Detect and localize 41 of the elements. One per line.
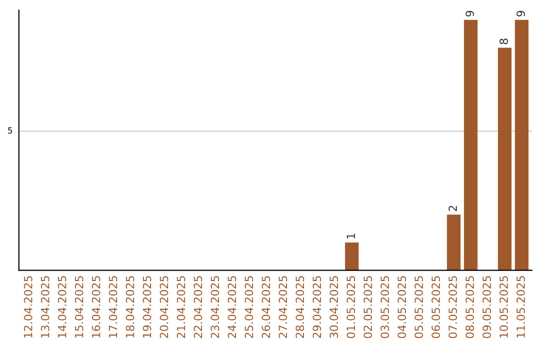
x-tick-label: 24.04.2025 (228, 276, 236, 338)
x-tick-label: 25.04.2025 (244, 276, 254, 338)
x-tick-label: 09.05.2025 (482, 276, 491, 338)
x-tick-label: 12.04.2025 (24, 276, 32, 338)
data-label: 9 (466, 10, 474, 16)
bar (345, 242, 359, 270)
x-tick-label: 27.04.2025 (278, 276, 288, 338)
data-label: 9 (516, 10, 525, 16)
x-tick-label: 19.04.2025 (142, 276, 152, 338)
x-tick-label: 08.05.2025 (466, 276, 474, 338)
x-tick-label: 10.05.2025 (500, 276, 508, 338)
x-tick-label: 05.05.2025 (414, 276, 424, 338)
x-tick-label: 02.05.2025 (364, 276, 372, 338)
bar (514, 20, 529, 270)
x-tick-label: 30.04.2025 (330, 276, 338, 338)
x-tick-label: 01.05.2025 (346, 276, 356, 338)
data-label: 8 (500, 38, 508, 44)
x-tick-label: 18.04.2025 (126, 276, 134, 338)
x-tick-label: 13.04.2025 (40, 276, 50, 338)
x-tick-label: 22.04.2025 (194, 276, 202, 338)
x-tick-label: 06.05.2025 (432, 276, 440, 338)
data-label: 1 (346, 234, 355, 238)
x-tick-label: 11.05.2025 (516, 276, 525, 338)
x-tick-label: 26.04.2025 (262, 276, 270, 338)
x-tick-label: 04.05.2025 (398, 276, 406, 338)
x-tick-label: 20.04.2025 (160, 276, 168, 338)
x-tick-label: 28.04.2025 (296, 276, 304, 338)
x-tick-label: 21.04.2025 (176, 276, 186, 338)
x-tick-label: 17.04.2025 (108, 276, 118, 338)
data-label: 2 (448, 206, 457, 212)
x-tick-label: 03.05.2025 (380, 276, 390, 338)
x-tick-label: 14.04.2025 (58, 276, 66, 338)
bar (446, 214, 461, 270)
x-tick-label: 23.04.2025 (210, 276, 220, 338)
bar (498, 48, 512, 270)
x-tick-label: 16.04.2025 (92, 276, 100, 338)
ref-line-label: 5 (8, 127, 12, 134)
bar (464, 20, 478, 270)
x-tick-label: 29.04.2025 (312, 276, 322, 338)
x-tick-label: 07.05.2025 (448, 276, 457, 338)
x-tick-label: 15.04.2025 (74, 276, 84, 338)
